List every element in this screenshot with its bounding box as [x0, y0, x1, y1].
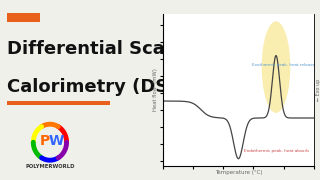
Text: Calorimetry (DSC): Calorimetry (DSC) — [7, 78, 189, 96]
Text: POLYMERWORLD: POLYMERWORLD — [25, 164, 75, 169]
Y-axis label: Heat flow  (mW): Heat flow (mW) — [153, 69, 158, 111]
Ellipse shape — [262, 21, 290, 113]
Text: Differential Scanning: Differential Scanning — [7, 40, 221, 58]
Bar — [7, 13, 40, 22]
Text: Endothermic peak- heat absorb: Endothermic peak- heat absorb — [244, 148, 309, 153]
Y-axis label: ← Exo up: ← Exo up — [316, 79, 320, 101]
Text: P: P — [39, 134, 50, 148]
Bar — [7, 101, 110, 105]
Text: W: W — [49, 134, 64, 148]
X-axis label: Temperature (°C): Temperature (°C) — [215, 170, 262, 175]
Text: Exothermic peak- heat release: Exothermic peak- heat release — [252, 63, 315, 67]
